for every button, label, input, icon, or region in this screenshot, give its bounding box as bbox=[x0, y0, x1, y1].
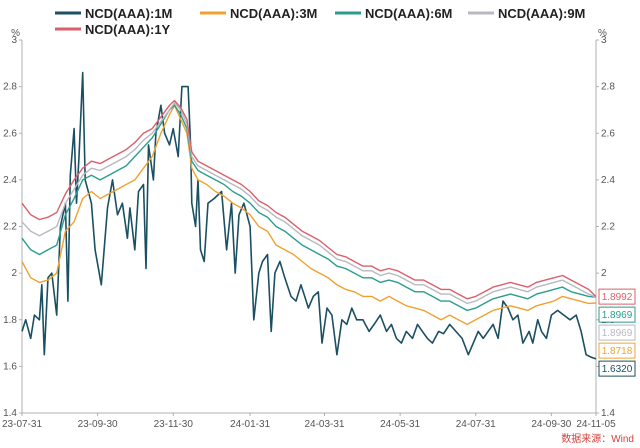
series-line-5 bbox=[21, 99, 597, 300]
end-value-label: 1.8969 bbox=[598, 306, 636, 323]
legend: NCD(AAA):1M NCD(AAA):3M NCD(AAA):6M NCD(AAA… bbox=[55, 6, 585, 37]
legend-label: NCD(AAA):6M bbox=[365, 6, 452, 21]
right-ytick-label: 2.8 bbox=[601, 82, 615, 93]
xtick-label: 24-09-30 bbox=[531, 419, 571, 430]
series-line-1 bbox=[21, 71, 597, 360]
end-label-layer: 1.8992 1.8969 1.8969 1.8718 1.6320 bbox=[598, 288, 636, 377]
xtick-label: 24-03-31 bbox=[304, 419, 344, 430]
right-ytick-label: 2 bbox=[601, 268, 607, 279]
xtick-label: 24-01-31 bbox=[230, 419, 270, 430]
left-ytick-label: 3 bbox=[11, 35, 17, 46]
series-line-3 bbox=[21, 104, 597, 312]
left-ytick-label: 1.8 bbox=[3, 315, 17, 326]
legend-item: NCD(AAA):1M bbox=[55, 6, 172, 21]
left-ytick-label: 2.6 bbox=[3, 128, 17, 139]
xtick-label: 23-09-30 bbox=[78, 419, 118, 430]
legend-item: NCD(AAA):6M bbox=[335, 6, 452, 21]
left-ytick-label: 2 bbox=[11, 268, 17, 279]
legend-label: NCD(AAA):9M bbox=[498, 6, 585, 21]
end-value-text: 1.8969 bbox=[602, 310, 633, 321]
end-value-box bbox=[598, 306, 636, 323]
end-value-box bbox=[598, 288, 636, 305]
legend-label: NCD(AAA):1Y bbox=[85, 22, 171, 37]
end-value-text: 1.8992 bbox=[602, 292, 633, 303]
xtick-label: 24-05-31 bbox=[380, 419, 420, 430]
end-value-label: 1.6320 bbox=[598, 360, 636, 377]
legend-item: NCD(AAA):3M bbox=[200, 6, 317, 21]
series-line-4 bbox=[21, 102, 597, 305]
end-value-label: 1.8969 bbox=[598, 324, 636, 341]
xtick-label: 24-07-31 bbox=[456, 419, 496, 430]
xtick-label: 23-11-30 bbox=[154, 419, 194, 430]
end-value-label: 1.8718 bbox=[598, 342, 636, 359]
right-unit-label: % bbox=[598, 28, 607, 39]
end-value-box bbox=[598, 360, 636, 377]
series-layer bbox=[21, 71, 597, 360]
legend-item: NCD(AAA):1Y bbox=[55, 22, 171, 37]
end-value-box bbox=[598, 324, 636, 341]
legend-item: NCD(AAA):9M bbox=[468, 6, 585, 21]
right-ytick-label: 2.2 bbox=[601, 222, 615, 233]
end-value-label: 1.8992 bbox=[598, 288, 636, 305]
right-ytick-label: 2.6 bbox=[601, 128, 615, 139]
end-value-box bbox=[598, 342, 636, 359]
end-value-text: 1.6320 bbox=[602, 364, 633, 375]
end-value-text: 1.8718 bbox=[602, 346, 633, 357]
left-ytick-label: 2.2 bbox=[3, 222, 17, 233]
left-ytick-label: 2.8 bbox=[3, 82, 17, 93]
xtick-label: 24-11-05 bbox=[576, 419, 616, 430]
end-value-text: 1.8969 bbox=[602, 328, 633, 339]
legend-label: NCD(AAA):3M bbox=[230, 6, 317, 21]
right-ytick-label: 1.4 bbox=[601, 408, 615, 419]
left-ytick-label: 2.4 bbox=[3, 175, 17, 186]
right-ytick-label: 2.4 bbox=[601, 175, 615, 186]
tick-layer: 1.41.41.61.61.81.8222.22.22.42.42.62.62.… bbox=[2, 35, 616, 430]
right-ytick-label: 3 bbox=[601, 35, 607, 46]
legend-label: NCD(AAA):1M bbox=[85, 6, 172, 21]
xtick-label: 23-07-31 bbox=[2, 419, 42, 430]
left-unit-label: % bbox=[11, 28, 20, 39]
axes-layer: % % bbox=[11, 28, 607, 414]
series-line-2 bbox=[21, 104, 597, 326]
source-label: 数据来源：Wind bbox=[561, 432, 634, 445]
left-ytick-label: 1.4 bbox=[3, 408, 17, 419]
left-ytick-label: 1.6 bbox=[3, 361, 17, 372]
